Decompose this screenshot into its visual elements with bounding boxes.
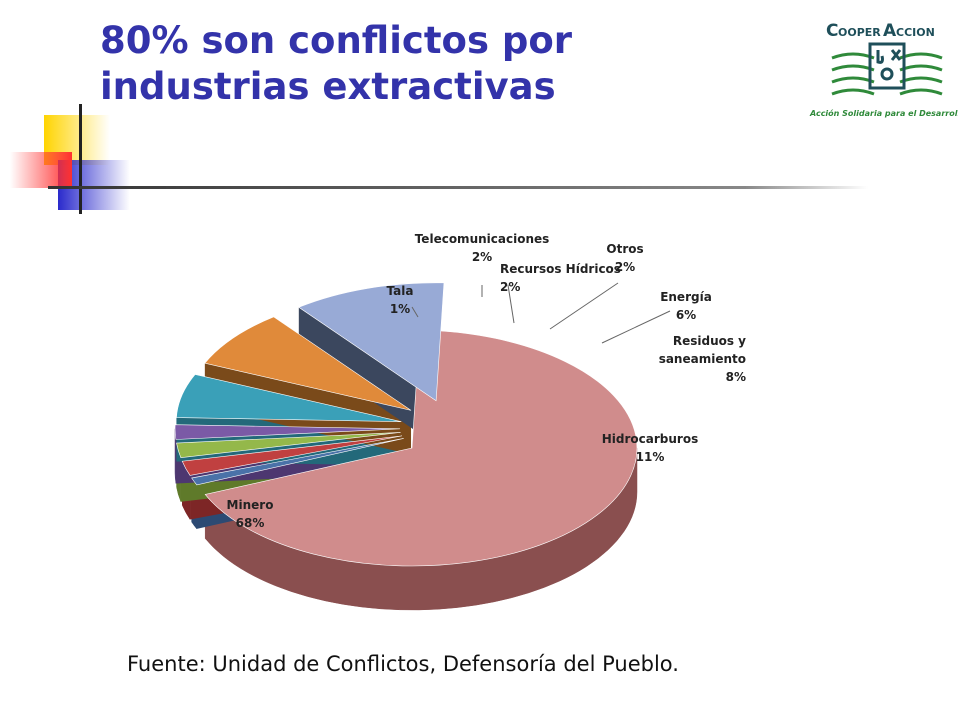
label-hidrocarburos: Hidrocarburos 11% — [602, 432, 698, 464]
svg-text:OOPER: OOPER — [838, 26, 881, 39]
label-residuos-y-saneamiento: Residuos y saneamiento 8% — [659, 334, 746, 384]
label-telecomunicaciones: Telecomunicaciones 2% — [415, 232, 550, 264]
leader-line-tala — [411, 306, 419, 318]
leader-line-otros — [549, 282, 619, 330]
pie-tops — [174, 282, 638, 567]
deco-vertical-line — [79, 104, 82, 214]
source-note: Fuente: Unidad de Conflictos, Defensoría… — [127, 652, 679, 676]
svg-text:CCION: CCION — [896, 26, 935, 39]
leader-line-energia — [601, 310, 671, 344]
label-minero: Minero 68% — [227, 498, 274, 530]
pie-chart: Minero 68% Tala 1%Telecomunicaciones 2%Recur… — [174, 232, 747, 611]
label-recursos-hidricos: Recursos Hídricos 2% — [500, 262, 621, 294]
svg-text:A: A — [883, 21, 897, 41]
pie-leaders — [411, 282, 671, 344]
slice-residuos-y-saneamiento — [204, 316, 412, 411]
svg-text:C: C — [826, 21, 838, 41]
slide-title: 80% son conflictos por industrias extrac… — [100, 18, 660, 110]
deco-horizontal-rule — [48, 186, 868, 189]
logo-stamp-icon — [831, 42, 943, 96]
deco-red-square — [10, 152, 72, 188]
slice-otros — [174, 424, 401, 440]
slice-energia — [176, 374, 402, 422]
title-line-1: 80% son conflictos por — [100, 19, 573, 62]
pie-labels: Minero 68% Tala 1%Telecomunicaciones 2%Recur… — [227, 232, 747, 530]
slice-telecomunicaciones — [181, 435, 403, 476]
title-decoration — [10, 104, 868, 214]
label-tala: Tala 1% — [387, 284, 414, 316]
label-energia: Energía 6% — [660, 290, 712, 322]
cooperaccion-logo: C OOPER A CCION Acción Solidaria para el… — [809, 21, 958, 118]
slice-tala — [191, 438, 404, 486]
slice-recursos-hidricos — [176, 432, 401, 459]
slice-minero — [204, 329, 638, 567]
leader-line-recursos-hidricos — [507, 284, 515, 324]
slice-hidrocarburos — [298, 282, 445, 402]
title-line-2: industrias extractivas — [100, 65, 556, 108]
label-otros: Otros 2% — [606, 242, 643, 274]
logo-tagline: Acción Solidaria para el Desarrollo — [809, 108, 958, 118]
slice-wall-hidrocarburos — [298, 307, 437, 445]
